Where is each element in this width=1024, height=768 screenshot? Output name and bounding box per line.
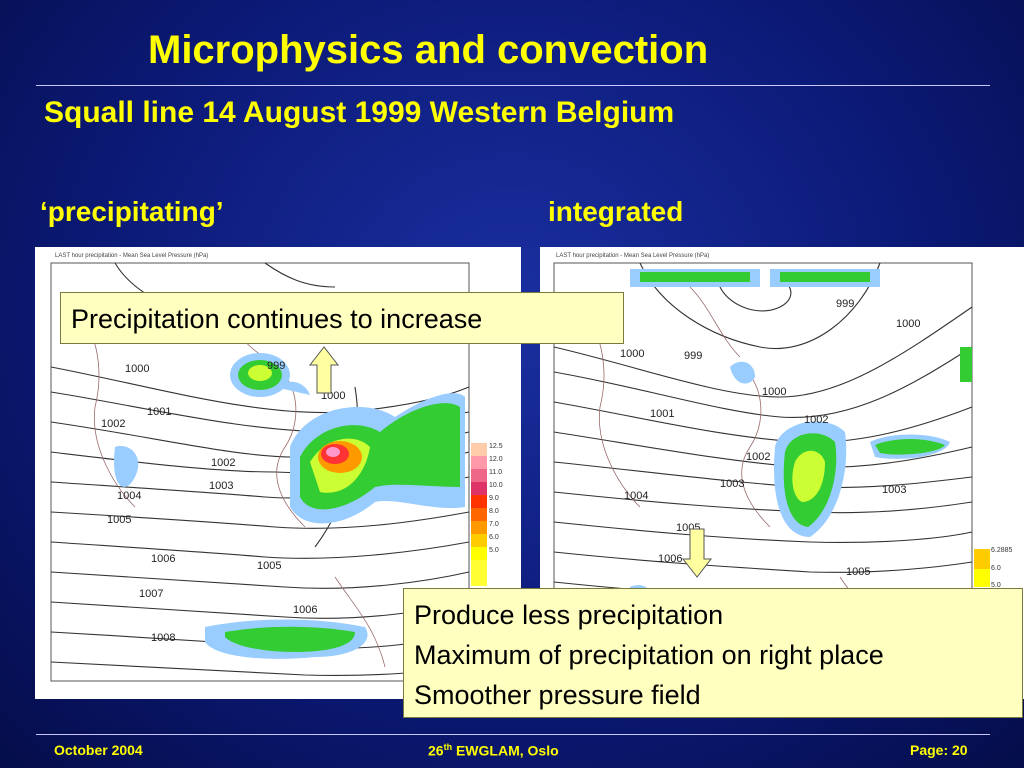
scale-label: 5.0 — [991, 582, 1001, 589]
isobar-label: 1003 — [209, 480, 233, 492]
footer-event-name: EWGLAM, Oslo — [452, 742, 559, 759]
scale-label: 12.5 — [489, 443, 503, 450]
left-isobar-labels: 999 1000 1001 1002 1002 1003 1004 1005 1… — [101, 360, 345, 644]
increase-callout: Precipitation continues to increase — [60, 292, 624, 344]
footer-event-number: 26 — [428, 742, 444, 759]
finding-line: Smoother pressure field — [414, 680, 701, 710]
scale-label: 12.0 — [489, 456, 503, 463]
isobar-label: 1008 — [151, 632, 175, 644]
isobar-label: 1005 — [846, 566, 870, 578]
scale-label: 10.0 — [489, 482, 503, 489]
scale-label: 6.2885 — [991, 547, 1013, 554]
slide-title: Microphysics and convection — [148, 28, 709, 72]
scale-label: 6.0 — [991, 565, 1001, 572]
finding-line: Maximum of precipitation on right place — [414, 640, 884, 670]
scale-label: 7.0 — [489, 521, 499, 528]
isobar-label: 1002 — [211, 457, 235, 469]
scale-label: 8.0 — [489, 508, 499, 515]
isobar-label: 1000 — [762, 386, 786, 398]
isobar-label: 1000 — [896, 318, 920, 330]
isobar-label: 1002 — [804, 414, 828, 426]
scale-label: 5.0 — [489, 547, 499, 554]
scale-label: 9.0 — [489, 495, 499, 502]
findings-callout: Produce less precipitation Maximum of pr… — [403, 588, 1023, 718]
right-panel-label: integrated — [548, 196, 684, 227]
footer-event: 26th EWGLAM, Oslo — [428, 742, 559, 759]
right-color-scale: 6.2885 6.0 5.0 — [974, 547, 1013, 589]
finding-line: Produce less precipitation — [414, 600, 724, 630]
footer-date: October 2004 — [54, 742, 143, 758]
left-precip-cells — [114, 353, 465, 659]
right-isobar-labels: 999 1000 999 1000 1001 1000 1002 1002 10… — [620, 298, 920, 578]
footer-event-suffix-sup: th — [443, 742, 453, 752]
right-map-header: LAST hour precipitation - Mean Sea Level… — [556, 253, 709, 259]
bottom-divider — [36, 734, 990, 735]
isobar-label: 1002 — [101, 418, 125, 430]
isobar-label: 999 — [267, 360, 285, 372]
scale-label: 11.0 — [489, 469, 502, 476]
isobar-label: 1004 — [624, 490, 648, 502]
isobar-label: 1005 — [107, 514, 131, 526]
isobar-label: 999 — [836, 298, 854, 310]
left-color-scale: 12.5 12.0 11.0 10.0 9.0 8.0 7.0 6.0 5.0 — [471, 443, 503, 586]
left-panel-label: ‘precipitating’ — [40, 196, 224, 227]
isobar-label: 1000 — [125, 363, 149, 375]
top-divider — [36, 85, 990, 86]
isobar-label: 1003 — [720, 478, 744, 490]
footer-page: Page: 20 — [910, 742, 968, 758]
scale-label: 6.0 — [489, 534, 499, 541]
left-map-header: LAST hour precipitation - Mean Sea Level… — [55, 253, 208, 259]
down-arrow-icon — [681, 528, 713, 578]
isobar-label: 1002 — [746, 451, 770, 463]
isobar-label: 1000 — [620, 348, 644, 360]
isobar-label: 1006 — [151, 553, 175, 565]
isobar-label: 1004 — [117, 490, 141, 502]
slide-subtitle: Squall line 14 August 1999 Western Belgi… — [44, 96, 675, 129]
right-precip-cells — [630, 269, 972, 604]
up-arrow-icon — [308, 346, 340, 394]
isobar-label: 1006 — [293, 604, 317, 616]
isobar-label: 1001 — [650, 408, 674, 420]
isobar-label: 1003 — [882, 484, 906, 496]
isobar-label: 999 — [684, 350, 702, 362]
isobar-label: 1005 — [257, 560, 281, 572]
isobar-label: 1001 — [147, 406, 171, 418]
isobar-label: 1006 — [658, 553, 682, 565]
isobar-label: 1007 — [139, 588, 163, 600]
